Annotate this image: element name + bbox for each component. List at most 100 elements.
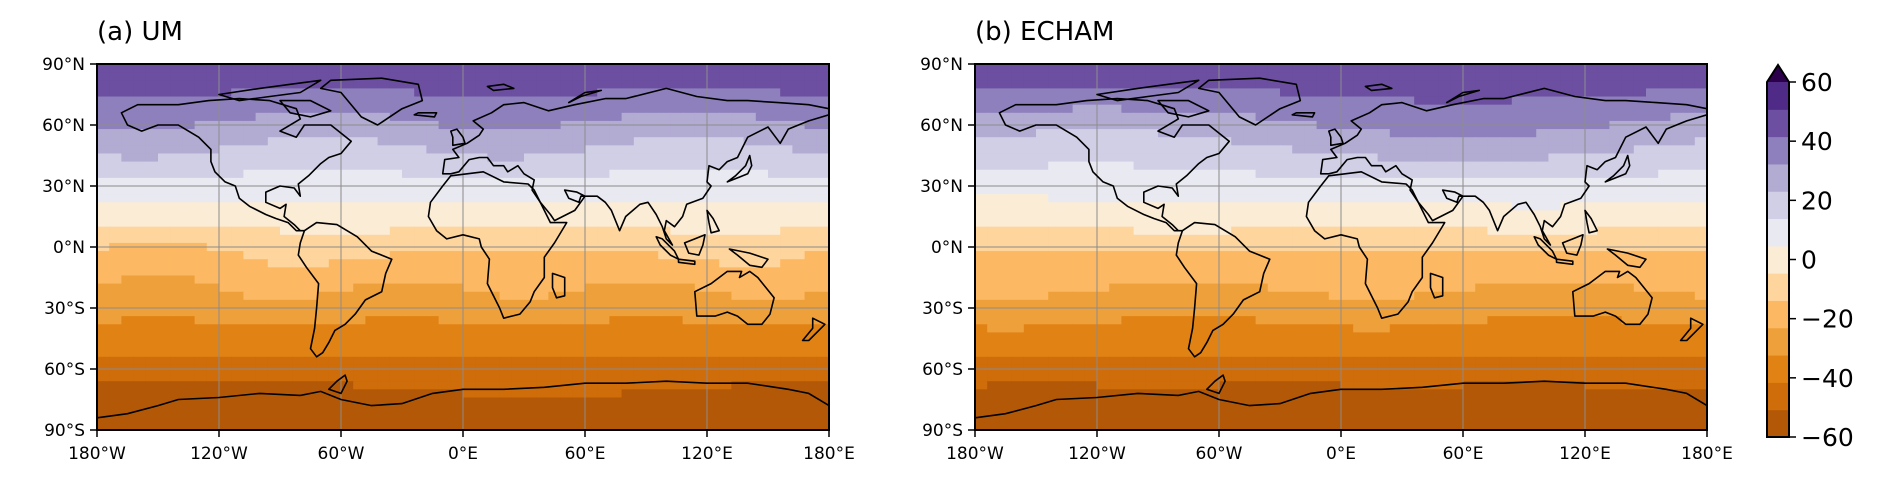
field-cell xyxy=(707,291,720,301)
field-cell xyxy=(1438,177,1452,187)
field-cell xyxy=(1511,267,1525,277)
field-cell xyxy=(1194,137,1208,146)
field-cell xyxy=(1414,251,1427,260)
field-cell xyxy=(560,259,574,268)
field-cell xyxy=(536,210,549,220)
field-cell xyxy=(1621,226,1635,236)
field-cell xyxy=(280,275,293,285)
field-cell xyxy=(1328,234,1342,244)
field-cell xyxy=(1548,356,1562,366)
field-cell xyxy=(1633,340,1647,350)
field-cell xyxy=(792,275,806,285)
field-cell xyxy=(1511,169,1525,179)
field-cell xyxy=(804,194,818,203)
field-cell xyxy=(170,389,183,399)
field-cell xyxy=(1658,348,1671,358)
field-cell xyxy=(524,129,537,138)
field-cell xyxy=(1023,161,1037,171)
field-cell xyxy=(1377,210,1391,220)
field-cell xyxy=(145,356,159,366)
field-cell xyxy=(1280,104,1293,114)
field-cell xyxy=(402,291,415,301)
field-cell xyxy=(1621,299,1635,309)
field-cell xyxy=(158,194,171,203)
field-cell xyxy=(1341,202,1354,211)
field-cell xyxy=(389,226,403,236)
field-cell xyxy=(414,145,427,155)
field-cell xyxy=(97,64,110,73)
field-cell xyxy=(1023,348,1037,358)
field-cell xyxy=(292,413,305,423)
field-cell xyxy=(1463,80,1476,89)
field-cell xyxy=(804,96,818,106)
field-cell xyxy=(353,177,366,187)
field-cell xyxy=(743,421,757,430)
field-cell xyxy=(719,186,732,195)
field-cell xyxy=(1084,104,1098,114)
field-cell xyxy=(1487,308,1501,317)
field-cell xyxy=(780,210,793,220)
field-cell xyxy=(1072,275,1086,285)
field-cell xyxy=(633,96,647,106)
field-cell xyxy=(365,202,379,211)
field-cell xyxy=(365,169,379,179)
field-cell xyxy=(560,104,574,114)
field-cell xyxy=(987,64,1000,73)
field-cell xyxy=(475,234,488,244)
field-cell xyxy=(731,218,745,228)
field-cell xyxy=(304,373,318,382)
field-cell xyxy=(1304,324,1318,333)
field-cell xyxy=(1658,104,1671,114)
field-cell xyxy=(597,88,610,98)
field-cell xyxy=(1097,137,1110,146)
field-cell xyxy=(1109,80,1122,89)
field-cell xyxy=(682,129,696,138)
field-cell xyxy=(267,129,281,138)
field-cell xyxy=(646,88,659,98)
field-cell xyxy=(707,64,720,73)
field-cell xyxy=(1585,251,1598,260)
field-cell xyxy=(1499,161,1513,171)
field-cell xyxy=(1646,259,1659,268)
field-cell xyxy=(499,234,513,244)
field-cell xyxy=(121,316,135,325)
field-cell xyxy=(145,72,159,81)
field-cell xyxy=(694,80,708,89)
field-cell xyxy=(524,64,537,73)
field-cell xyxy=(987,177,1000,187)
field-cell xyxy=(292,316,305,325)
field-cell xyxy=(1109,88,1122,98)
field-cell xyxy=(999,226,1013,236)
field-cell xyxy=(1450,356,1464,366)
field-cell xyxy=(1109,64,1122,73)
field-cell xyxy=(1133,72,1147,81)
field-cell xyxy=(463,299,476,309)
field-cell xyxy=(743,381,757,390)
field-cell xyxy=(1670,112,1684,122)
field-cell xyxy=(1646,267,1659,277)
field-cell xyxy=(170,397,183,407)
field-cell xyxy=(1389,177,1403,187)
field-cell xyxy=(206,145,220,155)
field-cell xyxy=(206,259,220,268)
field-cell xyxy=(658,153,671,163)
field-cell xyxy=(1170,332,1183,342)
field-cell xyxy=(1414,129,1427,138)
field-cell xyxy=(1255,194,1269,203)
field-cell xyxy=(621,299,635,309)
field-cell xyxy=(341,299,354,309)
coastline xyxy=(120,97,352,232)
field-cell xyxy=(560,226,574,236)
field-cell xyxy=(755,389,769,399)
field-cell xyxy=(1365,202,1379,211)
field-cell xyxy=(1255,291,1269,301)
field-cell xyxy=(1621,72,1635,81)
field-cell xyxy=(145,291,159,301)
field-cell xyxy=(231,381,244,390)
field-cell xyxy=(1072,64,1086,73)
field-cell xyxy=(438,153,452,163)
field-cell xyxy=(1292,112,1305,122)
field-cell xyxy=(536,112,549,122)
field-cell xyxy=(1182,186,1196,195)
field-cell xyxy=(402,210,415,220)
